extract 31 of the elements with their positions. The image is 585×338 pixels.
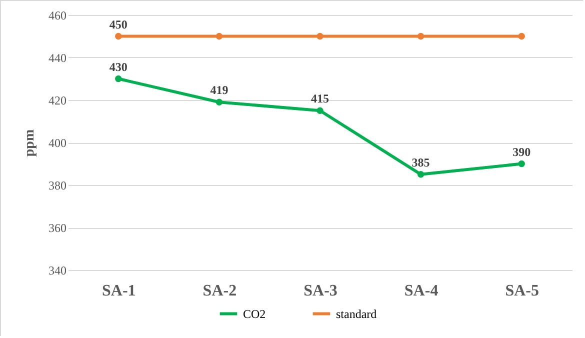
data-label: 450	[109, 17, 128, 32]
x-tick-label: SA-4	[404, 282, 438, 300]
y-tick-label: 420	[48, 94, 66, 108]
y-tick-label: 440	[48, 51, 66, 65]
legend-label: CO2	[243, 306, 266, 321]
point	[518, 32, 525, 40]
data-label: 430	[109, 60, 128, 74]
x-tick-label: SA-1	[102, 282, 136, 300]
data-label: 385	[412, 155, 430, 170]
x-tick-label: SA-5	[505, 282, 539, 300]
data-label: 390	[512, 144, 531, 159]
y-tick-label: 340	[48, 264, 66, 278]
x-tick-label: SA-2	[202, 282, 237, 300]
point	[115, 32, 122, 40]
data-label: 415	[311, 92, 329, 106]
y-tick-label: 360	[48, 221, 66, 235]
point	[316, 107, 324, 114]
point	[216, 98, 223, 106]
x-tick-label: SA-3	[304, 282, 338, 300]
legend-label: standard	[336, 306, 377, 321]
y-tick-label: 460	[48, 8, 66, 22]
y-axis-title: ppm	[22, 129, 38, 157]
point	[115, 75, 122, 82]
point	[216, 32, 223, 40]
point	[417, 171, 424, 178]
y-tick-label: 400	[48, 136, 66, 150]
point	[316, 32, 324, 40]
point	[417, 32, 424, 40]
data-label: 419	[210, 83, 228, 98]
point	[518, 160, 525, 168]
y-tick-label: 380	[48, 178, 66, 192]
